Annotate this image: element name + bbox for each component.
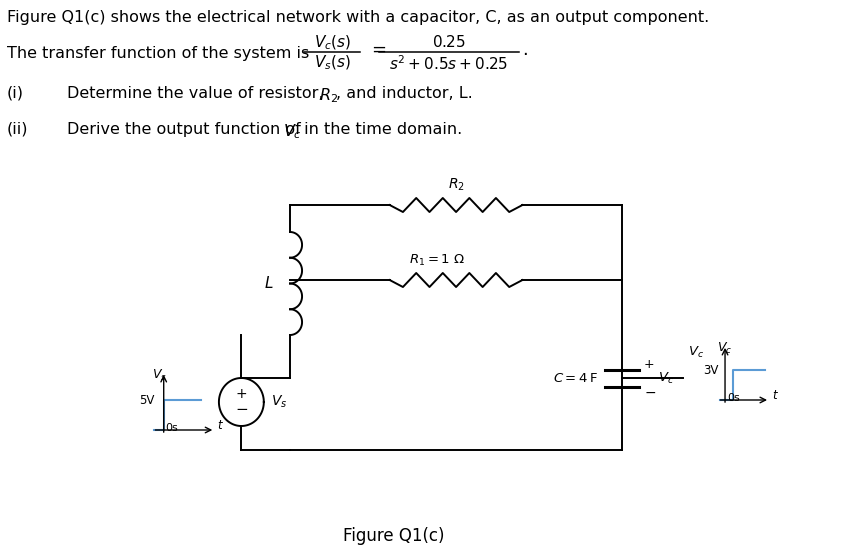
Text: $V_c$: $V_c$ (283, 122, 303, 141)
Text: $V_s$: $V_s$ (152, 368, 167, 383)
Text: in the time domain.: in the time domain. (299, 122, 463, 137)
Text: 0s: 0s (165, 423, 179, 433)
Text: , and inductor, L.: , and inductor, L. (336, 86, 473, 101)
Text: $V_c(s)$: $V_c(s)$ (314, 34, 351, 53)
Text: $V_s$: $V_s$ (271, 394, 287, 410)
Text: $s^2+0.5s+0.25$: $s^2+0.5s+0.25$ (389, 54, 508, 73)
Text: =: = (372, 41, 386, 59)
Text: $V_c$: $V_c$ (717, 341, 733, 356)
Text: 0s: 0s (727, 393, 739, 403)
Text: +: + (644, 358, 654, 372)
Text: Figure Q1(c) shows the electrical network with a capacitor, C, as an output comp: Figure Q1(c) shows the electrical networ… (7, 10, 709, 25)
Text: $t$: $t$ (217, 419, 224, 432)
Text: L: L (265, 275, 273, 290)
Text: Derive the output function of: Derive the output function of (67, 122, 306, 137)
Text: $-$: $-$ (644, 385, 656, 399)
Text: $V_c$: $V_c$ (688, 345, 704, 360)
Text: 3V: 3V (703, 363, 718, 377)
Text: Determine the value of resistor,: Determine the value of resistor, (67, 86, 329, 101)
Text: (ii): (ii) (7, 122, 28, 137)
Text: $-$: $-$ (235, 401, 248, 416)
Text: Figure Q1(c): Figure Q1(c) (343, 527, 444, 545)
Text: (i): (i) (7, 86, 24, 101)
Text: $R_2$: $R_2$ (319, 86, 338, 105)
Text: $R_1=1\ \Omega$: $R_1=1\ \Omega$ (410, 253, 465, 268)
Text: .: . (522, 41, 528, 59)
Text: $V_s(s)$: $V_s(s)$ (314, 54, 351, 73)
Text: $R_2$: $R_2$ (448, 177, 464, 193)
Text: The transfer function of the system is: The transfer function of the system is (7, 46, 309, 61)
Text: +: + (235, 387, 247, 401)
Text: $0.25$: $0.25$ (432, 34, 466, 50)
Text: $V_c$: $V_c$ (658, 371, 674, 386)
Text: 5V: 5V (139, 393, 154, 407)
Text: $C=4\,\mathrm{F}$: $C=4\,\mathrm{F}$ (553, 372, 598, 384)
Text: $t$: $t$ (772, 389, 779, 402)
